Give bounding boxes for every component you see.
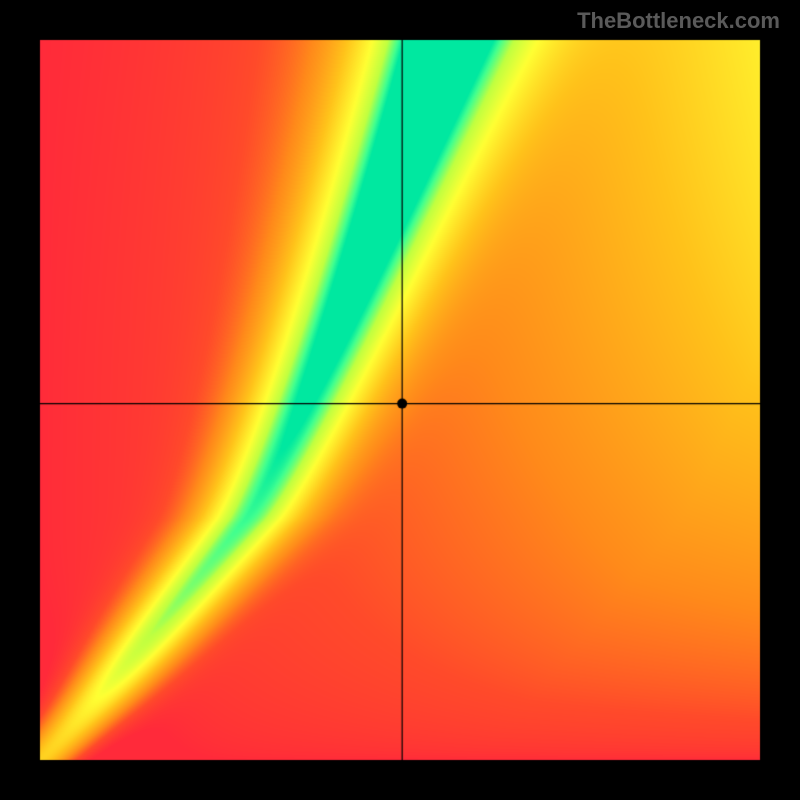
heatmap-canvas [0, 0, 800, 800]
watermark-text: TheBottleneck.com [577, 8, 780, 34]
chart-container: TheBottleneck.com [0, 0, 800, 800]
